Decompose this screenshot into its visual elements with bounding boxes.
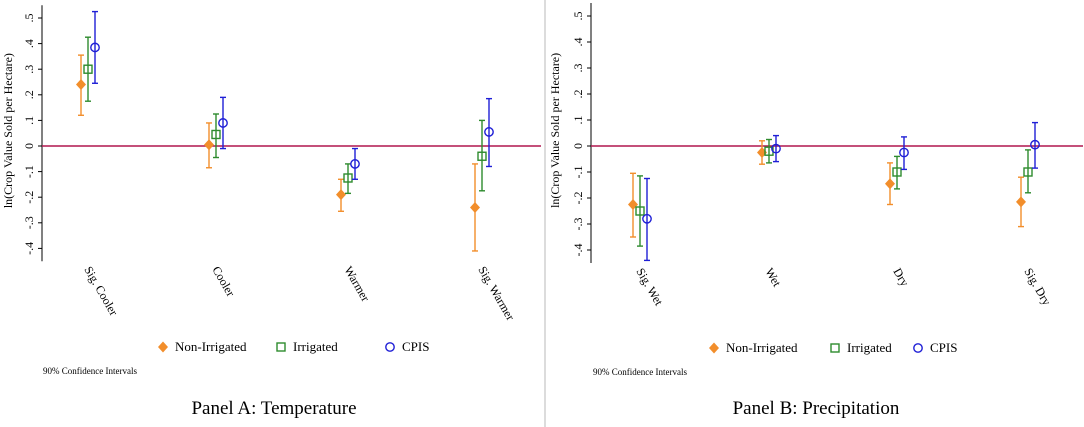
panel-a-x-tick-label: Warmer bbox=[341, 264, 372, 304]
point-marker bbox=[1030, 139, 1040, 150]
panel-a-y-tick-label: .1 bbox=[22, 116, 36, 125]
panel-a-y-tick-label: .4 bbox=[22, 39, 36, 48]
panel-a-legend-marker bbox=[158, 341, 168, 353]
panel-b-y-tick-label: .4 bbox=[571, 38, 585, 47]
point-marker bbox=[350, 159, 360, 169]
panel-b-x-tick-label: Sig. Wet bbox=[633, 266, 666, 309]
point-marker bbox=[204, 139, 214, 151]
panel-b-y-tick-label: 0 bbox=[571, 143, 585, 149]
panel-a-y-axis-label: ln(Crop Value Sold per Hectare) bbox=[1, 53, 15, 208]
panel-b-y-tick-label: -.3 bbox=[571, 218, 585, 231]
panel-a-series-non-irrigated bbox=[76, 54, 480, 252]
panel-b-y-tick-label: -.4 bbox=[571, 244, 585, 257]
panel-b-x-tick-label: Dry bbox=[890, 266, 911, 289]
panel-divider bbox=[544, 0, 546, 427]
point-marker bbox=[336, 189, 346, 201]
point-marker bbox=[771, 143, 781, 154]
panel-a-legend-label: Irrigated bbox=[293, 339, 338, 354]
panel-b-series-cpis bbox=[642, 121, 1040, 262]
panel-a-x-tick-label: Sig. Warmer bbox=[475, 264, 517, 323]
panel-a-y-tick-label: .5 bbox=[22, 14, 36, 23]
point-marker bbox=[1016, 196, 1026, 208]
panel-b-caption: Panel B: Precipitation bbox=[733, 398, 900, 419]
panel-b-legend-marker bbox=[709, 342, 719, 354]
panel-b-y-axis-label: ln(Crop Value Sold per Hectare) bbox=[548, 53, 562, 208]
panel-b-legend-label: Irrigated bbox=[847, 340, 892, 355]
panel-a-y-tick-label: -.2 bbox=[22, 191, 36, 204]
panel-a-y-tick-label: -.3 bbox=[22, 216, 36, 229]
point-marker bbox=[477, 151, 487, 161]
panel-a-y-tick-label: -.1 bbox=[22, 165, 36, 178]
panel-b-legend-label: Non-Irrigated bbox=[726, 340, 798, 355]
point-marker bbox=[218, 118, 228, 128]
panel-a-y-tick-label: .3 bbox=[22, 65, 36, 74]
panel-a-series-cpis bbox=[90, 10, 494, 180]
panel-b-y-tick-label: .1 bbox=[571, 116, 585, 125]
point-marker bbox=[892, 167, 902, 177]
panel-a-chart: .5 .4 .3 .2 .1 0 -.1 -.2 -.3 -.4 ln(Crop Value Sol… bbox=[1, 5, 541, 419]
panel-a-caption: Panel A: Temperature bbox=[191, 398, 356, 419]
point-marker bbox=[635, 206, 645, 216]
panel-b-y-tick-label: .2 bbox=[571, 90, 585, 99]
panel-a-x-tick-label: Cooler bbox=[209, 264, 237, 299]
panel-b-legend-marker bbox=[830, 343, 840, 353]
panel-b-series-non-irrigated bbox=[628, 140, 1026, 238]
point-marker bbox=[899, 147, 909, 158]
point-marker bbox=[90, 42, 100, 53]
panel-b-series-irrigated bbox=[635, 138, 1033, 247]
panel-b-x-tick-label: Sig. Dry bbox=[1021, 266, 1053, 308]
point-marker bbox=[642, 213, 652, 224]
panel-a-y-tick-label: .2 bbox=[22, 90, 36, 99]
panel-a-series-irrigated bbox=[83, 36, 487, 195]
point-marker bbox=[885, 178, 895, 190]
panel-b-legend-label: CPIS bbox=[930, 340, 957, 355]
panel-b-y-tick-label: -.1 bbox=[571, 166, 585, 179]
panel-a-legend-marker bbox=[385, 342, 395, 352]
point-marker bbox=[470, 201, 480, 213]
point-marker bbox=[343, 173, 353, 183]
panel-b-legend-marker bbox=[913, 343, 923, 353]
panel-a-legend-marker bbox=[276, 342, 286, 352]
panel-b-y-tick-label: -.2 bbox=[571, 192, 585, 205]
panel-a-y-tick-label: 0 bbox=[22, 143, 36, 149]
panel-b-x-tick-label: Wet bbox=[762, 266, 784, 290]
panel-b-ci-note: 90% Confidence Intervals bbox=[593, 367, 687, 377]
panel-a-x-tick-label: Sig. Cooler bbox=[81, 264, 120, 318]
point-marker bbox=[83, 64, 93, 74]
point-marker bbox=[1023, 167, 1033, 177]
panel-b-chart: .5 .4 .3 .2 .1 0 -.1 -.2 -.3 -.4 ln(Crop Value Sol… bbox=[548, 3, 1083, 419]
panel-a-y-tick-label: -.4 bbox=[22, 242, 36, 255]
panel-a-legend-label: CPIS bbox=[402, 339, 429, 354]
point-marker bbox=[76, 79, 86, 91]
panel-b-y-tick-label: .3 bbox=[571, 64, 585, 73]
panel-a-legend-label: Non-Irrigated bbox=[175, 339, 247, 354]
point-marker bbox=[484, 127, 494, 137]
point-marker bbox=[211, 129, 221, 140]
panel-b-y-tick-label: .5 bbox=[571, 12, 585, 21]
panel-a-ci-note: 90% Confidence Intervals bbox=[43, 366, 137, 376]
